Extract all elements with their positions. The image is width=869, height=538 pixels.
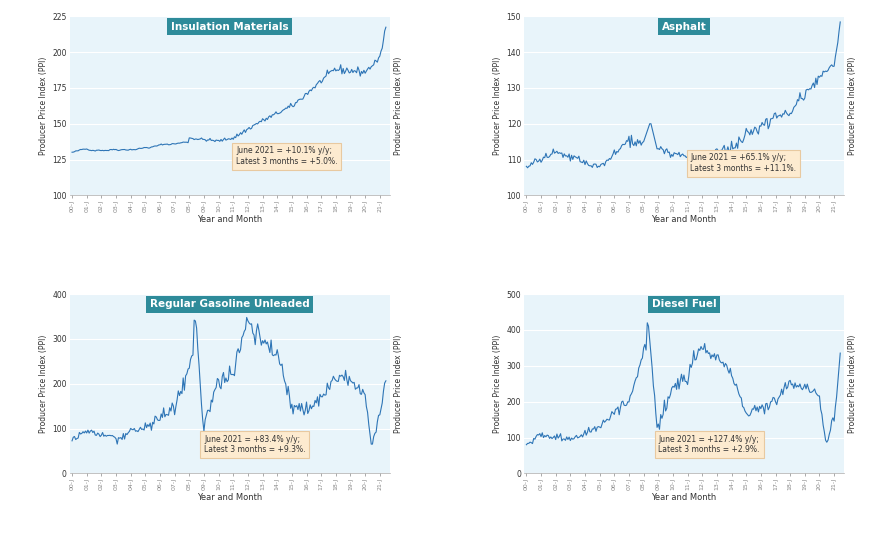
Y-axis label: Producer Price Index (PPI): Producer Price Index (PPI)	[39, 335, 48, 433]
X-axis label: Year and Month: Year and Month	[651, 215, 716, 224]
Y-axis label: Producer Price Index (PPI): Producer Price Index (PPI)	[394, 56, 402, 155]
Text: Asphalt: Asphalt	[660, 22, 706, 32]
X-axis label: Year and Month: Year and Month	[196, 493, 262, 502]
Text: June 2021 = +65.1% y/y;
Latest 3 months = +11.1%.: June 2021 = +65.1% y/y; Latest 3 months …	[689, 153, 795, 173]
Y-axis label: Producer Price Index (PPI): Producer Price Index (PPI)	[847, 335, 856, 433]
Y-axis label: Producer Price Index (PPI): Producer Price Index (PPI)	[394, 335, 402, 433]
Text: Insulation Materials: Insulation Materials	[170, 22, 288, 32]
Text: June 2021 = +83.4% y/y;
Latest 3 months = +9.3%.: June 2021 = +83.4% y/y; Latest 3 months …	[203, 435, 305, 455]
Text: Diesel Fuel: Diesel Fuel	[651, 300, 715, 309]
Y-axis label: Producer Price Index (PPI): Producer Price Index (PPI)	[493, 56, 502, 155]
Text: June 2021 = +127.4% y/y;
Latest 3 months = +2.9%.: June 2021 = +127.4% y/y; Latest 3 months…	[658, 435, 759, 455]
X-axis label: Year and Month: Year and Month	[196, 215, 262, 224]
Text: June 2021 = +10.1% y/y;
Latest 3 months = +5.0%.: June 2021 = +10.1% y/y; Latest 3 months …	[235, 146, 337, 166]
Y-axis label: Producer Price Index (PPI): Producer Price Index (PPI)	[39, 56, 48, 155]
X-axis label: Year and Month: Year and Month	[651, 493, 716, 502]
Y-axis label: Producer Price Index (PPI): Producer Price Index (PPI)	[493, 335, 501, 433]
Text: Regular Gasoline Unleaded: Regular Gasoline Unleaded	[149, 300, 309, 309]
Y-axis label: Producer Price Index (PPI): Producer Price Index (PPI)	[847, 56, 856, 155]
